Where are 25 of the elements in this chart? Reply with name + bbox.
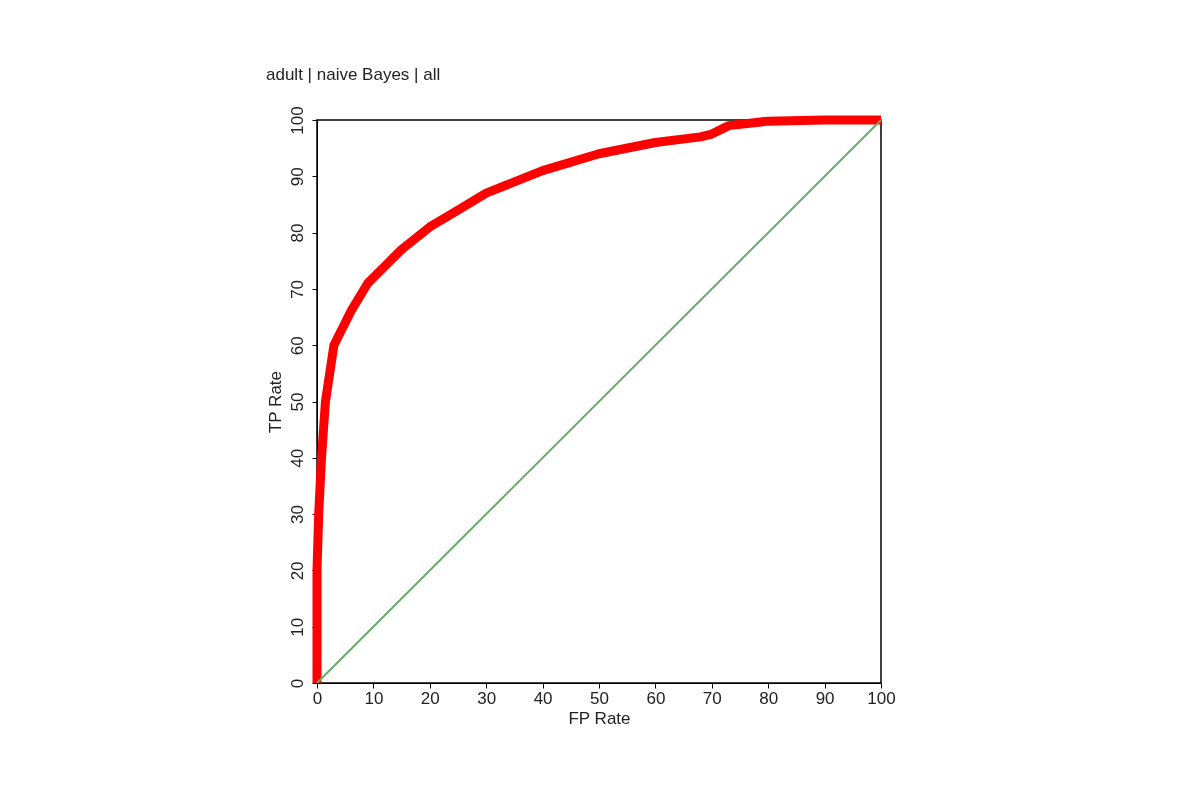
x-tick-label: 70 xyxy=(702,688,722,708)
x-tick-label: 50 xyxy=(590,688,609,708)
chart-title: adult | naive Bayes | all xyxy=(266,64,441,84)
x-tick-label: 30 xyxy=(477,688,497,708)
x-tick-label: 60 xyxy=(646,688,666,708)
y-tick-label: 50 xyxy=(287,392,307,412)
y-tick-label: 30 xyxy=(287,505,307,525)
x-tick-label: 20 xyxy=(420,688,440,708)
y-tick-label: 40 xyxy=(287,448,307,468)
x-tick-label: 0 xyxy=(312,688,323,708)
y-tick-label: 70 xyxy=(287,279,307,299)
x-tick-label: 90 xyxy=(815,688,835,708)
y-tick-label: 60 xyxy=(287,336,307,356)
y-axis-title: TP Rate xyxy=(265,370,285,434)
x-tick-label: 40 xyxy=(533,688,553,708)
x-tick-label: 80 xyxy=(759,688,779,708)
y-tick-label: 90 xyxy=(287,167,307,187)
y-tick-label: 80 xyxy=(287,223,307,243)
y-tick-label: 10 xyxy=(287,617,307,637)
x-tick-label: 100 xyxy=(867,688,896,708)
x-tick-label: 10 xyxy=(364,688,384,708)
y-tick-label: 100 xyxy=(287,106,307,135)
x-axis-title: FP Rate xyxy=(568,708,631,728)
y-tick-label: 20 xyxy=(287,561,307,581)
y-tick-label: 0 xyxy=(287,678,307,689)
